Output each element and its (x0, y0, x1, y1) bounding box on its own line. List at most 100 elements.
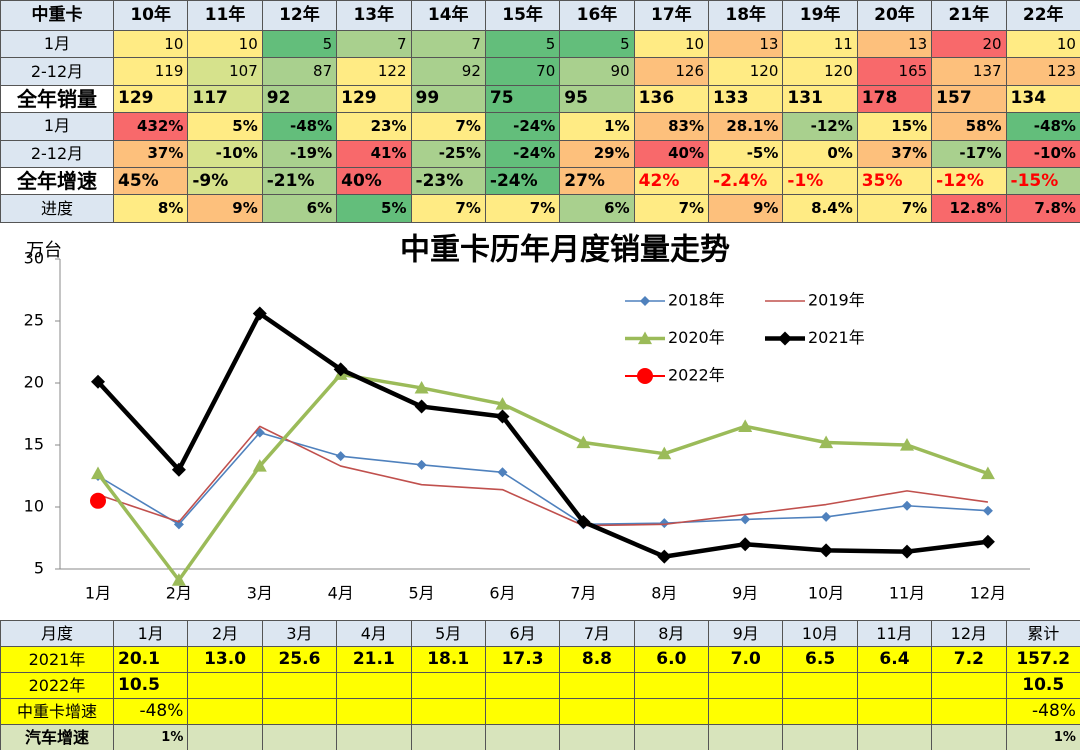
legend-label: 2021年 (808, 328, 865, 347)
table-cell: -48% (113, 698, 189, 725)
data-point (171, 573, 186, 586)
data-point (657, 446, 672, 460)
table-cell: -12% (782, 112, 858, 141)
table-cell: 月度 (0, 620, 114, 647)
table-cell (261, 672, 338, 699)
data-point (819, 435, 834, 449)
x-tick-label: 5月 (409, 584, 435, 603)
table-cell: 8.4% (782, 194, 858, 223)
series-line (97, 425, 989, 527)
table-cell: 13 (708, 30, 784, 59)
series-line (96, 311, 989, 559)
table-cell: 11年 (187, 0, 263, 31)
table-cell: 6.4 (856, 646, 933, 673)
table-cell (484, 724, 561, 750)
data-point (821, 511, 832, 522)
table-cell (410, 724, 486, 750)
table-cell (931, 724, 1007, 750)
table-cell: 12年 (261, 0, 338, 31)
table-cell: 137 (931, 57, 1007, 86)
table-cell: 17年 (633, 0, 710, 31)
table-cell (559, 724, 635, 750)
table-cell: 全年增速 (0, 167, 114, 196)
table-cell: 3月 (261, 620, 338, 647)
data-point (333, 362, 348, 377)
table-cell: 7.0 (708, 646, 784, 673)
table-cell: 75 (484, 84, 561, 114)
legend-label: 2020年 (668, 328, 725, 347)
data-point (414, 399, 429, 414)
table-cell: -5% (708, 139, 784, 168)
x-tick-label: 8月 (651, 584, 677, 603)
table-cell: 9% (187, 194, 263, 223)
data-point (900, 544, 914, 559)
table-cell (856, 724, 933, 750)
table-cell: 119 (113, 57, 189, 86)
x-tick-label: 2月 (166, 584, 192, 603)
table-cell: 29% (559, 139, 635, 168)
table-cell: 1% (113, 724, 189, 750)
table-cell: 117 (187, 84, 263, 114)
table-cell: 12月 (931, 620, 1007, 647)
table-cell: 7月 (559, 620, 635, 647)
table-cell: 16年 (559, 0, 635, 31)
table-cell: 进度 (0, 194, 114, 223)
table-cell: 21.1 (336, 646, 412, 673)
table-cell: 4月 (336, 620, 412, 647)
table-cell: 7.8% (1005, 194, 1080, 223)
x-tick-label: 12月 (970, 584, 1006, 603)
data-point (738, 537, 753, 552)
table-cell (856, 698, 933, 725)
legend-marker (778, 331, 792, 346)
table-cell: 7% (633, 194, 710, 223)
table-cell: 1% (1005, 724, 1080, 750)
data-point (414, 380, 429, 394)
table-cell (410, 698, 486, 725)
table-cell: 8% (113, 194, 189, 223)
table-cell (782, 724, 858, 750)
table-cell: 10.5 (113, 672, 189, 699)
table-cell: 6.0 (633, 646, 710, 673)
table-cell: 22年 (1005, 0, 1080, 31)
table-cell: 11 (782, 30, 858, 59)
table-cell: 9% (708, 194, 784, 223)
table-cell: 20年 (856, 0, 933, 31)
data-point (495, 409, 510, 424)
table-cell: 23% (336, 112, 412, 141)
table-cell: 9月 (708, 620, 784, 647)
series-line (96, 372, 989, 582)
table-cell: 126 (633, 57, 710, 86)
x-tick-label: 10月 (808, 584, 844, 603)
table-cell (261, 724, 338, 750)
table-cell (633, 672, 710, 699)
table-cell: 92 (410, 57, 486, 86)
data-point (254, 427, 265, 438)
data-point (980, 466, 995, 480)
x-tick-label: 7月 (570, 584, 596, 603)
table-cell: 41% (336, 139, 412, 168)
data-point (900, 438, 914, 451)
table-cell (931, 698, 1007, 725)
chart-title: 中重卡历年月度销量走势 (400, 233, 730, 268)
table-cell: 7 (336, 30, 412, 59)
table-cell (782, 698, 858, 725)
table-cell: 133 (708, 84, 784, 114)
table-cell: 83% (633, 112, 710, 141)
data-point (576, 514, 591, 529)
table-cell: 13年 (336, 0, 412, 31)
table-cell: 中重卡 (0, 0, 114, 31)
table-cell: 7% (410, 194, 486, 223)
table-cell: 8.8 (559, 646, 635, 673)
data-point (740, 514, 751, 525)
table-cell: 107 (187, 57, 263, 86)
table-cell: 14年 (410, 0, 486, 31)
table-cell: 汽车增速 (0, 724, 114, 750)
table-cell: 中重卡增速 (0, 698, 114, 725)
x-tick-label: 6月 (489, 584, 515, 603)
table-cell: 6% (559, 194, 635, 223)
table-cell: -12% (931, 167, 1007, 196)
data-point (576, 435, 591, 449)
table-cell (410, 672, 486, 699)
data-point (416, 459, 427, 470)
data-point (980, 534, 995, 549)
